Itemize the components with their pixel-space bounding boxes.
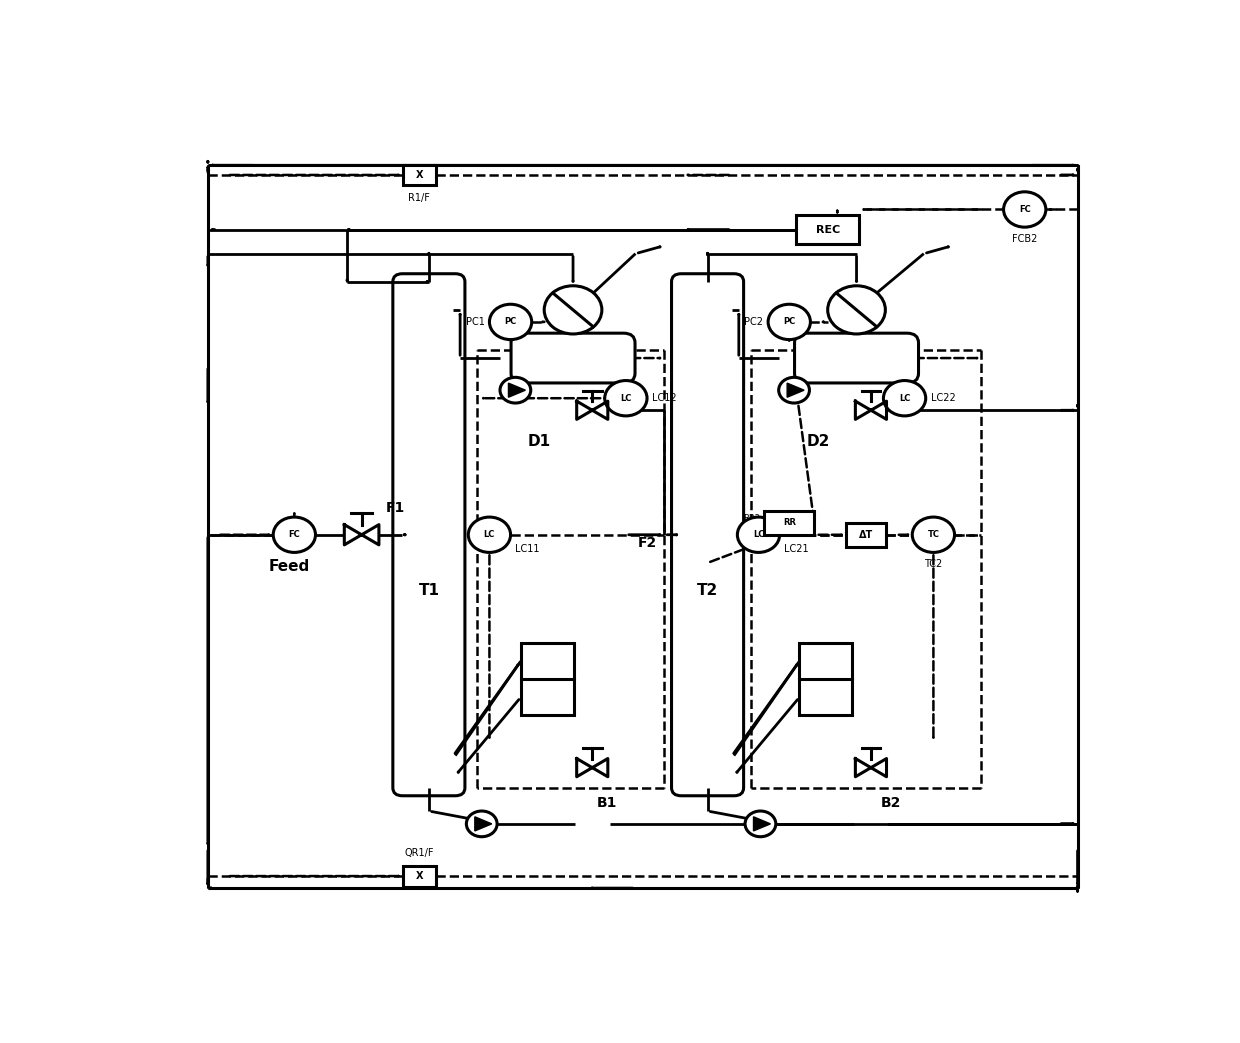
Circle shape <box>913 517 955 553</box>
FancyBboxPatch shape <box>672 273 744 796</box>
FancyBboxPatch shape <box>795 333 919 383</box>
Text: F2: F2 <box>637 536 657 550</box>
Text: PC: PC <box>505 317 517 326</box>
Text: REC: REC <box>816 224 839 235</box>
Text: ΔT: ΔT <box>859 530 873 539</box>
Text: PC: PC <box>784 317 795 326</box>
Circle shape <box>500 378 531 403</box>
Polygon shape <box>508 383 526 397</box>
Circle shape <box>738 517 780 553</box>
Circle shape <box>490 305 532 340</box>
Text: FC: FC <box>289 530 300 539</box>
Text: TC2: TC2 <box>924 559 942 568</box>
FancyBboxPatch shape <box>511 333 635 383</box>
Text: B2: B2 <box>880 796 901 809</box>
Polygon shape <box>475 817 492 831</box>
Text: LC12: LC12 <box>652 393 677 404</box>
Text: LC21: LC21 <box>785 544 808 555</box>
Text: X: X <box>415 871 423 881</box>
Text: F1: F1 <box>386 501 405 514</box>
Circle shape <box>273 517 315 553</box>
Text: D2: D2 <box>806 434 830 450</box>
Circle shape <box>768 305 811 340</box>
Text: LC11: LC11 <box>516 544 539 555</box>
Polygon shape <box>787 383 804 397</box>
Circle shape <box>745 811 776 836</box>
Text: RR: RR <box>782 518 796 527</box>
Text: PC1: PC1 <box>466 317 485 326</box>
Text: R1/F: R1/F <box>408 193 430 202</box>
Text: T2: T2 <box>697 583 718 599</box>
Text: LC: LC <box>753 530 764 539</box>
Text: PC2: PC2 <box>744 317 764 326</box>
Text: LC: LC <box>620 393 631 403</box>
Circle shape <box>605 381 647 416</box>
Text: LC: LC <box>484 530 495 539</box>
Bar <box>796 215 859 244</box>
FancyBboxPatch shape <box>393 273 465 796</box>
Bar <box>521 644 574 715</box>
Text: Feed: Feed <box>269 559 310 574</box>
Text: FC: FC <box>1019 205 1030 214</box>
Bar <box>846 523 887 547</box>
Text: RR2: RR2 <box>744 514 760 524</box>
Bar <box>764 511 815 535</box>
Circle shape <box>466 811 497 836</box>
Circle shape <box>883 381 926 416</box>
Circle shape <box>469 517 511 553</box>
Bar <box>403 165 435 186</box>
Bar <box>800 644 852 715</box>
Bar <box>403 866 435 887</box>
Text: QR1/F: QR1/F <box>404 848 434 858</box>
Text: LC22: LC22 <box>930 393 955 404</box>
Text: LC: LC <box>899 393 910 403</box>
Circle shape <box>779 378 810 403</box>
Circle shape <box>828 286 885 334</box>
Text: TC: TC <box>928 530 940 539</box>
Circle shape <box>544 286 601 334</box>
Circle shape <box>1003 192 1045 227</box>
Text: B1: B1 <box>596 796 618 809</box>
Text: X: X <box>415 170 423 180</box>
Text: FCB2: FCB2 <box>1012 234 1038 244</box>
Text: D1: D1 <box>528 434 551 450</box>
Text: T1: T1 <box>418 583 439 599</box>
Polygon shape <box>754 817 770 831</box>
